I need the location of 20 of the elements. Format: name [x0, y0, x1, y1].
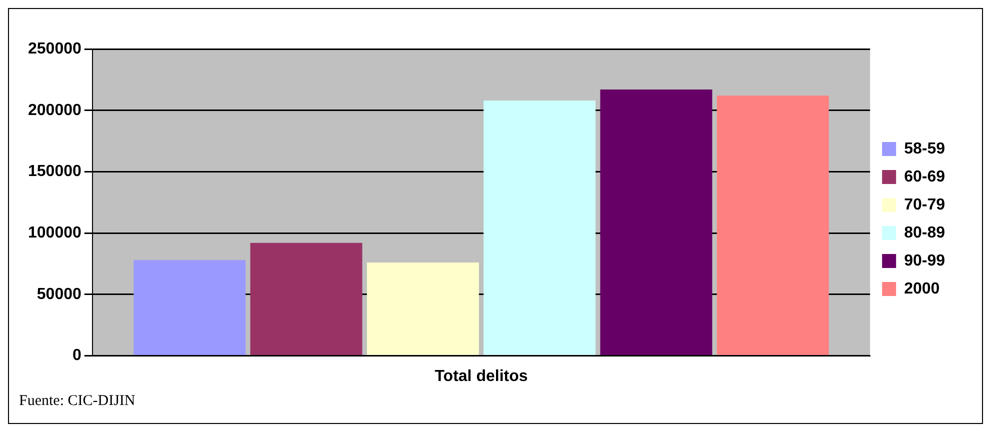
y-tick-label: 0 — [72, 347, 82, 364]
legend-label: 2000 — [904, 280, 940, 298]
y-tick-label: 50000 — [36, 286, 82, 303]
bar — [484, 100, 596, 356]
y-tick-label: 150000 — [28, 163, 82, 180]
legend-label: 90-99 — [904, 252, 946, 270]
y-tick-label: 250000 — [28, 40, 82, 58]
bar — [134, 260, 246, 356]
legend-label: 80-89 — [904, 224, 946, 242]
legend-label: 58-59 — [904, 140, 946, 158]
bar — [250, 242, 362, 356]
bar — [716, 96, 829, 356]
source-note: Fuente: CIC-DIJIN — [19, 393, 136, 410]
bar — [366, 262, 479, 356]
x-tick-label: Total delitos — [434, 368, 528, 385]
y-tick-label: 100000 — [28, 224, 82, 242]
y-tick-label: 200000 — [28, 102, 82, 119]
bar — [600, 90, 712, 356]
legend-label: 70-79 — [904, 196, 946, 214]
legend-label: 60-69 — [904, 168, 946, 186]
